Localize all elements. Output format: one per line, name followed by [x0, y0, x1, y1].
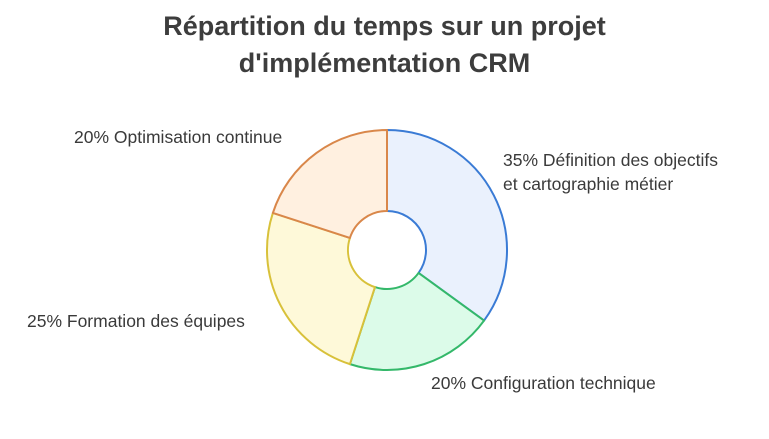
slice-configuration: [348, 271, 486, 371]
label-configuration-line-1: 20% Configuration technique: [431, 373, 656, 393]
chart-title: Répartition du temps sur un projet d'imp…: [0, 8, 769, 82]
label-optimisation: 20% Optimisation continue: [74, 127, 282, 147]
label-definition: 35% Définition des objectifs et cartograp…: [503, 150, 718, 194]
slice-formation: [266, 211, 376, 366]
slice-optimisation: [271, 129, 388, 239]
label-definition-line-2: et cartographie métier: [503, 174, 673, 194]
label-definition-line-1: 35% Définition des objectifs: [503, 150, 718, 170]
label-formation: 25% Formation des équipes: [27, 311, 245, 331]
slice-labels: 35% Définition des objectifs et cartograp…: [27, 127, 718, 393]
label-configuration: 20% Configuration technique: [431, 373, 656, 393]
label-optimisation-line-1: 20% Optimisation continue: [74, 127, 282, 147]
chart-title-line-1: Répartition du temps sur un projet: [163, 11, 606, 41]
chart-title-line-2: d'implémentation CRM: [238, 48, 531, 78]
slice-definition: [386, 129, 508, 322]
donut-slices: [266, 129, 508, 371]
label-formation-line-1: 25% Formation des équipes: [27, 311, 245, 331]
